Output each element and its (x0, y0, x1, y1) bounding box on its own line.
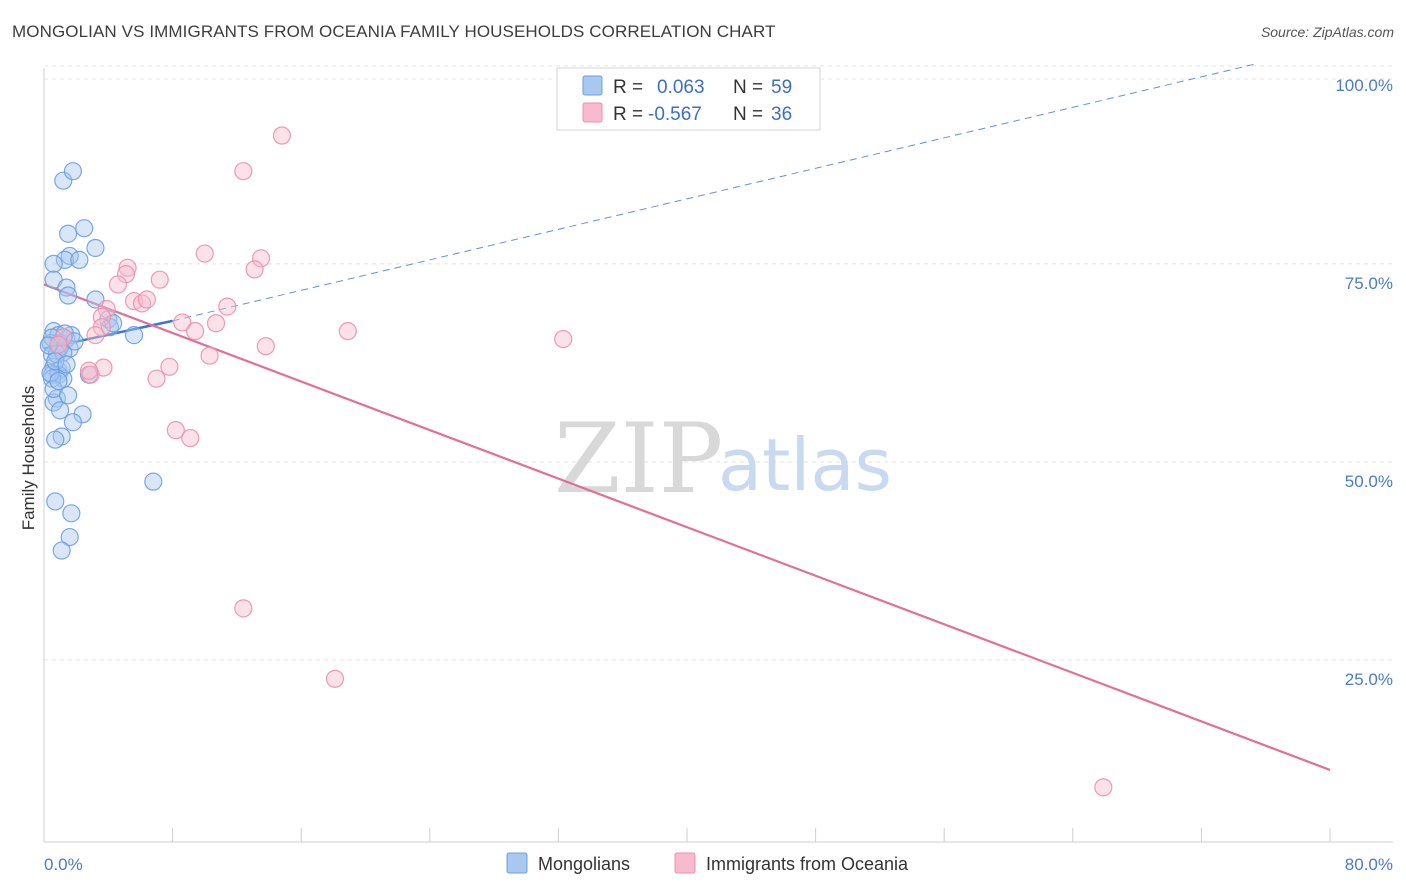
oceania-point (181, 428, 200, 448)
mongolians-point (75, 219, 94, 238)
axis-layer (43, 68, 1393, 843)
mongolians-point (63, 162, 83, 181)
mongolians-point (59, 286, 78, 305)
bottom-legend-label-oceania: Immigrants from Oceania (706, 854, 909, 874)
mongolians-point (86, 238, 105, 258)
watermark-atlas: atlas (718, 423, 892, 507)
watermark: ZIP atlas (554, 403, 892, 515)
mongolians-point (57, 355, 76, 374)
legend-r-label-oceania: R = (613, 104, 643, 125)
oceania-point (206, 314, 226, 333)
bottom-legend-swatch-oceania (674, 852, 696, 874)
oceania-point (150, 270, 169, 289)
mongolians-point (44, 254, 63, 273)
mongolians-point (50, 401, 70, 420)
legend-box: R = 0.063 N = 59 R = -0.567 N = 36 (556, 67, 821, 131)
oceania-point (137, 290, 156, 309)
y-tick-label: 100.0% (1335, 76, 1393, 95)
mongolians-point (59, 224, 78, 243)
bottom-legend-swatch-mongolians (506, 852, 528, 874)
legend-n-value-oceania: 36 (771, 104, 792, 125)
mongolians-point (46, 492, 65, 511)
oceania-point (1094, 778, 1113, 797)
mongolians-trend-extension (172, 62, 1258, 322)
oceania-point (92, 307, 111, 327)
oceania-point (160, 357, 179, 376)
mongolians-point (144, 472, 163, 491)
mongolians-point (62, 504, 81, 523)
oceania-point (200, 346, 219, 365)
legend-swatch-oceania (582, 102, 603, 123)
oceania-point (234, 599, 253, 618)
oceania-point (218, 297, 237, 316)
mongolians-point (54, 171, 73, 190)
oceania-point (325, 669, 345, 688)
mongolians-point (60, 527, 79, 547)
oceania-point (272, 126, 292, 145)
oceania-point (186, 322, 205, 341)
oceania-point (118, 258, 137, 277)
oceania-point (79, 361, 99, 380)
y-tick-label: 25.0% (1345, 670, 1393, 689)
oceania-point (234, 162, 253, 181)
oceania-point (86, 326, 105, 345)
legend-swatch-mongolians (582, 75, 603, 96)
legend-r-value-mongolians: 0.063 (657, 77, 705, 98)
watermark-zip: ZIP (554, 403, 723, 515)
mongolians-point (39, 336, 58, 355)
grid-layer: 25.0% 50.0% 75.0% 100.0% (44, 65, 1393, 689)
oceania-point (554, 329, 573, 349)
mongolians-point (59, 386, 78, 405)
oceania-point (166, 421, 185, 440)
mongolians-point (52, 541, 71, 560)
oceania-trend-line (43, 283, 1331, 771)
y-axis-label: Family Households (19, 386, 38, 531)
mongolians-point (49, 371, 68, 391)
x-tick-label-min: 0.0% (44, 855, 83, 874)
legend-n-label-mongolians: N = (733, 77, 763, 98)
oceania-point (251, 249, 271, 268)
mongolians-point (124, 326, 144, 345)
mongolians-point (63, 413, 83, 432)
bottom-legend: Mongolians Immigrants from Oceania (506, 852, 909, 874)
legend-n-value-mongolians: 59 (771, 77, 792, 98)
points-layer (39, 126, 1113, 797)
oceania-point (245, 260, 264, 279)
oceania-point (173, 313, 192, 332)
oceania-point (147, 369, 166, 388)
oceania-point (338, 322, 357, 341)
oceania-point (108, 275, 128, 294)
chart-title: MONGOLIAN VS IMMIGRANTS FROM OCEANIA FAM… (12, 22, 776, 41)
chart-source: Source: ZipAtlas.com (1260, 24, 1394, 40)
mongolians-point (46, 430, 65, 449)
mongolians-point (55, 250, 74, 269)
oceania-point (195, 244, 214, 263)
legend-n-label-oceania: N = (733, 104, 763, 125)
x-tick-label-max: 80.0% (1345, 855, 1393, 874)
y-tick-label: 50.0% (1345, 472, 1393, 491)
mongolians-point (70, 250, 89, 269)
oceania-point (256, 337, 275, 356)
oceania-point (49, 335, 68, 354)
legend-r-value-oceania: -0.567 (648, 104, 702, 125)
y-tick-label: 75.0% (1345, 274, 1393, 293)
legend-r-label-mongolians: R = (613, 77, 643, 98)
bottom-legend-label-mongolians: Mongolians (538, 854, 630, 874)
